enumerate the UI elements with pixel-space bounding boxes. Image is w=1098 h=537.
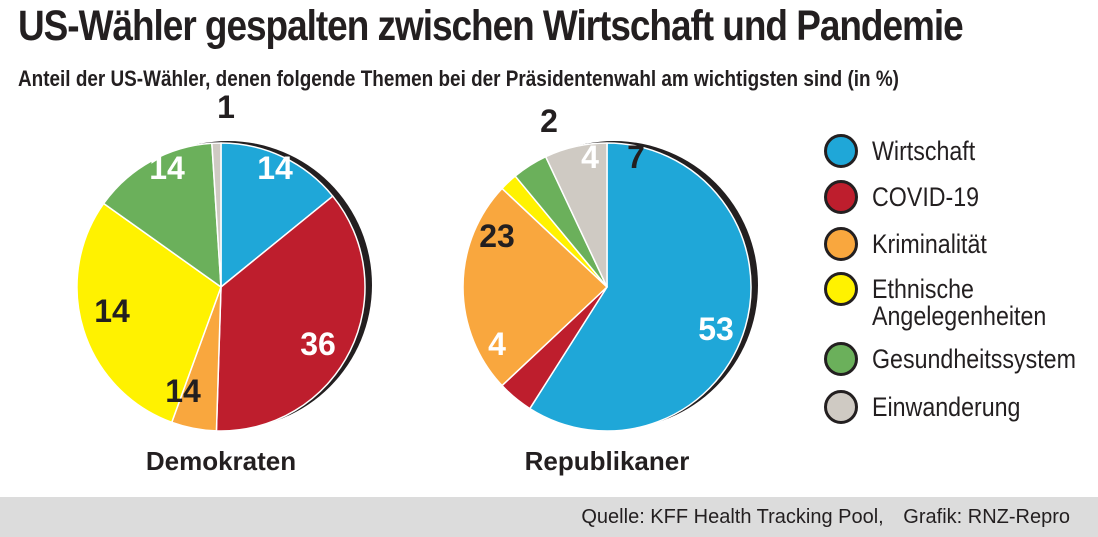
legend-swatch-covid (824, 180, 858, 214)
legend-item-einwanderung: Einwanderung (824, 390, 1045, 424)
slice-republikaner-kriminalitaet (462, 187, 608, 387)
value-label-republikaner-ethnische-angelegenheiten: 2 (540, 103, 558, 139)
legend-label-covid: COVID-19 (872, 182, 980, 212)
legend-label-ethnische: Ethnische Angelegenheiten (872, 276, 1046, 330)
legend-swatch-einwanderung (824, 390, 858, 424)
value-label-republikaner-covid-19: 4 (488, 326, 506, 362)
value-label-demokraten-wirtschaft: 14 (257, 150, 293, 186)
slice-republikaner-wirtschaft (529, 142, 752, 432)
value-label-demokraten-kriminalitaet: 14 (165, 373, 201, 409)
legend-item-wirtschaft: Wirtschaft (824, 134, 992, 168)
slice-republikaner-einwanderung (544, 142, 608, 288)
legend-swatch-ethnische (824, 272, 858, 306)
value-label-republikaner-einwanderung: 7 (627, 139, 645, 175)
legend-swatch-wirtschaft (824, 134, 858, 168)
value-label-demokraten-ethnische-angelegenheiten: 14 (94, 293, 130, 329)
footer-bar: Quelle: KFF Health Tracking Pool, Grafik… (0, 497, 1098, 537)
legend-item-gesundheitssystem: Gesundheitssystem (824, 342, 1098, 376)
legend-label-ethnische-line2: Angelegenheiten (872, 301, 1047, 331)
value-label-demokraten-gesundheitssystem: 14 (149, 150, 185, 186)
slice-demokraten-einwanderung (211, 142, 222, 288)
legend-item-ethnische-angelegenheiten: Ethnische Angelegenheiten (824, 272, 1075, 330)
pie-demokraten (76, 141, 372, 432)
chart-title: US-Wähler gespalten zwischen Wirtschaft … (18, 2, 964, 50)
value-label-republikaner-wirtschaft: 53 (698, 311, 734, 347)
value-label-demokraten-covid-19: 36 (300, 326, 336, 362)
legend-label-ethnische-line1: Ethnische (872, 274, 974, 304)
value-label-demokraten-einwanderung: 1 (217, 89, 235, 125)
credit-text: Grafik: RNZ-Repro (903, 506, 1070, 528)
chart-subtitle: Anteil der US-Wähler, denen folgende The… (18, 66, 899, 91)
legend-swatch-kriminalitaet (824, 227, 858, 261)
slice-demokraten-gesundheitssystem (102, 142, 222, 288)
source-text: Quelle: KFF Health Tracking Pool, (581, 506, 884, 528)
legend-swatch-gesundheitssystem (824, 342, 858, 376)
pie-title-demokraten: Demokraten (146, 446, 296, 476)
value-label-republikaner-gesundheitssystem: 4 (581, 139, 599, 175)
legend-label-einwanderung: Einwanderung (872, 392, 1021, 422)
legend-label-gesundheitssystem: Gesundheitssystem (872, 344, 1076, 374)
legend-item-covid: COVID-19 (824, 180, 997, 214)
pie-republikaner (462, 141, 758, 432)
value-label-republikaner-kriminalitaet: 23 (479, 218, 515, 254)
slice-demokraten-wirtschaft (220, 142, 334, 288)
legend-label-wirtschaft: Wirtschaft (872, 136, 976, 166)
pie-title-republikaner: Republikaner (525, 446, 690, 476)
slice-demokraten-covid-19 (215, 195, 366, 432)
slice-demokraten-ethnische-angelegenheiten (76, 202, 222, 424)
legend-item-kriminalitaet: Kriminalität (824, 227, 1006, 261)
legend-label-kriminalitaet: Kriminalität (872, 229, 987, 259)
source-line: Quelle: KFF Health Tracking Pool, Grafik… (581, 506, 1070, 529)
